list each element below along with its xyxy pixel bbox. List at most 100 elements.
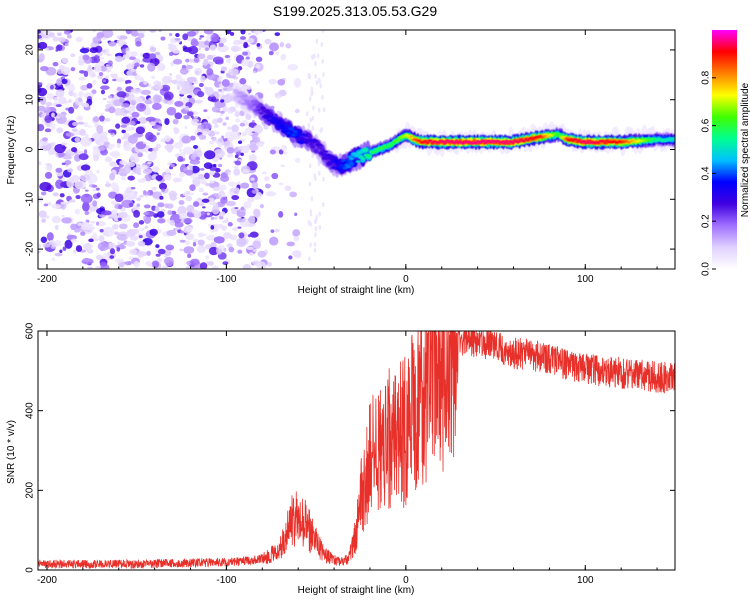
spectrogram-noise-cell [228, 171, 232, 176]
spectrogram-noise-cell [71, 128, 78, 132]
spectrogram-noise-cell [104, 75, 109, 79]
spectrogram-noise-cell [70, 53, 76, 58]
spectrogram-noise-cell [51, 203, 61, 209]
spectrogram-noise-cell [101, 30, 114, 39]
spectrogram-noise-cell [123, 144, 132, 152]
spectrogram-noise-cell [61, 78, 68, 84]
spectrogram-noise-cell [54, 224, 59, 231]
spectrogram-noise-cell [87, 125, 92, 128]
spectrogram-noise-cell [173, 127, 180, 135]
spectrogram-noise-cell [217, 244, 225, 250]
spectrogram-noise-cell [96, 52, 103, 57]
spectrogram-noise-cell [244, 127, 255, 136]
spectrogram-noise-cell [190, 258, 200, 266]
spectrogram-ridge-cell [577, 139, 581, 142]
spectrogram-ridge-cell [345, 165, 352, 169]
spectrogram-noise-cell [121, 136, 126, 140]
spectrogram-noise-cell [60, 181, 68, 188]
spectrogram-noise-cell [185, 233, 195, 240]
spectrogram-noise-cell [179, 239, 186, 243]
spectrogram-noise-cell [143, 211, 150, 216]
spectrogram-ridge-cell [276, 119, 282, 123]
spectrogram-noise-cell [278, 182, 284, 186]
spectrogram-noise-cell [78, 153, 89, 161]
spectrogram-noise-cell [82, 243, 93, 250]
spectrogram-noise-cell [269, 42, 280, 52]
spectrogram-noise-cell [155, 244, 160, 249]
spectrogram-noise-cell [163, 249, 172, 257]
spectrogram-ridge-cell [585, 141, 590, 144]
spectrogram-noise-cell [66, 34, 72, 39]
spectrogram-noise-cell [134, 62, 140, 67]
spectrogram-noise-cell [122, 54, 131, 59]
spectrogram-noise-cell [83, 102, 90, 108]
spectrogram-noise-cell [100, 85, 110, 90]
spectrogram-noise-cell [42, 243, 51, 248]
spectrogram-noise-cell [152, 94, 161, 105]
spectrogram-noise-cell [119, 160, 128, 165]
snr-y-tick-label: 200 [25, 482, 36, 499]
spectrogram-noise-cell [151, 191, 162, 199]
spectrogram-noise-cell [205, 86, 214, 96]
spectrogram-noise-cell [226, 146, 235, 154]
spectrogram-noise-cell [255, 64, 261, 69]
spectrogram-noise-cell [98, 72, 104, 77]
spectrogram-noise-cell [185, 190, 191, 195]
spectrogram-noise-cell [40, 236, 48, 243]
spectrogram-ridge-cell [284, 124, 290, 128]
spectrogram-noise-cell [91, 188, 97, 192]
spectrogram-noise-cell [49, 32, 55, 38]
spectrogram-noise-cell [188, 165, 193, 169]
spectrogram-noise-cell [117, 217, 122, 221]
spectrogram-noise-cell [58, 65, 66, 70]
spectrogram-noise-cell [223, 140, 230, 148]
spectrogram-noise-cell [235, 118, 241, 123]
spectrogram-noise-cell [108, 161, 118, 167]
spectrogram-noise-cell [52, 36, 59, 42]
spectrogram-noise-cell [166, 203, 174, 209]
spectrogram-noise-cell [110, 182, 119, 190]
spectrogram-noise-cell [248, 215, 256, 225]
spectrogram-noise-cell [177, 80, 183, 85]
spectrogram-noise-cell [105, 180, 109, 184]
spectrogram-noise-cell [228, 246, 235, 253]
spectrogram-noise-cell [256, 43, 261, 47]
spectrogram-noise-cell [198, 37, 202, 40]
colorbar-tick-label: 0.4 [701, 166, 712, 180]
spectrogram-noise-cell [194, 67, 203, 76]
spectrogram-noise-cell [197, 121, 202, 124]
spectrogram-noise-cell [248, 154, 257, 162]
spectrogram-noise-cell [58, 113, 66, 119]
spectrogram-noise-cell [125, 30, 132, 35]
spectrogram-noise-cell [314, 73, 317, 79]
spectrogram-noise-cell [164, 256, 174, 267]
spectrogram-noise-cell [142, 191, 151, 196]
spectrogram-noise-cell [121, 116, 131, 124]
spectrogram-noise-cell [52, 61, 59, 67]
spectrogram-noise-cell [309, 117, 312, 123]
spectrogram-noise-cell [41, 218, 46, 223]
spectrogram-noise-cell [231, 194, 240, 201]
spectrogram-noise-cell [318, 224, 322, 230]
spectrogram-ridge-cell [286, 131, 292, 135]
spectrogram-noise-cell [155, 253, 161, 257]
spectrogram-y-label: Frequency (Hz) [6, 116, 17, 185]
spectrogram-noise-cell [311, 54, 314, 60]
spectrogram-noise-cell [59, 249, 63, 254]
spectrogram-ridge-cell [519, 138, 523, 141]
spectrogram-noise-cell [89, 56, 98, 64]
spectrogram-noise-cell [169, 219, 175, 226]
spectrogram-noise-cell [67, 168, 73, 173]
spectrogram-noise-cell [199, 262, 208, 269]
spectrogram-noise-cell [177, 40, 181, 43]
spectrogram-noise-cell [200, 178, 207, 185]
spectrogram-noise-cell [109, 255, 115, 259]
spectrogram-noise-cell [226, 57, 231, 64]
spectrogram-noise-cell [195, 156, 201, 161]
spectrogram-noise-cell [108, 216, 113, 219]
spectrogram-noise-cell [131, 72, 138, 77]
spectrogram-noise-cell [159, 195, 164, 200]
spectrogram-noise-cell [158, 121, 163, 124]
spectrogram-noise-cell [218, 88, 223, 92]
spectrogram-noise-cell [129, 51, 138, 57]
